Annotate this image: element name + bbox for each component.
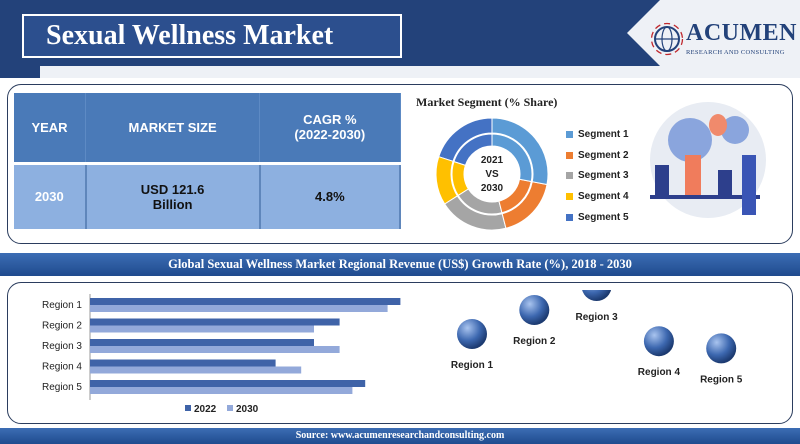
bubble-label: Region 2 xyxy=(513,336,556,347)
legend-label: 2030 xyxy=(236,404,259,415)
table-header-row: YEAR MARKET SIZE CAGR % (2022-2030) xyxy=(14,93,401,163)
legend-label: 2022 xyxy=(194,404,217,415)
donut-slice xyxy=(501,181,548,229)
segment-donut-chart: 2021 VS 2030 xyxy=(435,117,549,231)
legend-item: Segment 1 xyxy=(566,124,629,145)
region-bubble xyxy=(643,326,674,357)
regional-bar-chart: Region 1 Region 2 Region 3 Region 4 Region 5… xyxy=(42,294,401,415)
segment-legend: Segment 1 Segment 2 Segment 3 Segment 4 … xyxy=(566,124,629,228)
legend-label: Segment 5 xyxy=(578,212,629,224)
center-label-2: VS xyxy=(485,169,499,180)
region-bubble xyxy=(706,333,737,364)
bubble-label: Region 1 xyxy=(451,360,494,371)
legend-swatch xyxy=(227,405,233,411)
logo-name: ACUMEN xyxy=(686,20,797,46)
legend-item: Segment 4 xyxy=(566,186,629,207)
bar-2030 xyxy=(90,366,302,374)
header-market-size: MARKET SIZE xyxy=(85,93,261,163)
header-cagr: CAGR % (2022-2030) xyxy=(259,93,401,163)
legend-swatch xyxy=(566,172,573,180)
bubble-label: Region 3 xyxy=(575,312,618,323)
legend-item: Segment 2 xyxy=(566,145,629,166)
segment-chart-title: Market Segment (% Share) xyxy=(416,95,558,109)
bubble-label: Region 5 xyxy=(700,374,743,385)
cell-cagr: 4.8% xyxy=(259,161,402,229)
header-cagr-line1: CAGR % xyxy=(303,112,357,128)
donut-slice xyxy=(491,117,549,186)
center-label-1: 2021 xyxy=(481,155,504,166)
header-cagr-line2: (2022-2030) xyxy=(294,127,366,143)
bar-2030 xyxy=(90,346,340,353)
region-bubble xyxy=(519,295,550,325)
donut-slice xyxy=(444,195,507,231)
summary-table: YEAR MARKET SIZE CAGR % (2022-2030) 2030 … xyxy=(14,93,402,229)
legend-swatch xyxy=(566,214,573,222)
legend-label: Segment 4 xyxy=(578,191,629,203)
bar-2022 xyxy=(90,318,340,326)
source-footer: Source: www.acumenresearchandconsulting.… xyxy=(0,428,800,444)
legend-label: Segment 1 xyxy=(578,128,629,140)
bubble-label: Region 4 xyxy=(638,367,681,378)
center-label-3: 2030 xyxy=(481,183,504,194)
globe-icon xyxy=(650,22,684,56)
bar-2022 xyxy=(90,359,276,367)
legend-swatch xyxy=(566,130,573,138)
bar-category-label: Region 5 xyxy=(42,382,82,393)
region-bubble xyxy=(582,290,612,301)
header-year: YEAR xyxy=(14,93,87,163)
cell-year: 2030 xyxy=(14,161,87,229)
legend-item: Segment 3 xyxy=(566,166,629,187)
legend-swatch xyxy=(566,151,573,159)
region-bubble xyxy=(457,319,487,349)
bar-category-label: Region 1 xyxy=(42,300,82,311)
donut-slice xyxy=(457,188,503,215)
donut-slice xyxy=(435,156,459,205)
legend-label: Segment 3 xyxy=(578,170,629,182)
donut-slice xyxy=(451,161,470,197)
acumen-logo: ACUMEN RESEARCH AND CONSULTING xyxy=(650,18,797,62)
bar-category-label: Region 3 xyxy=(42,341,82,352)
bar-2022 xyxy=(90,339,314,346)
bar-2022 xyxy=(90,380,366,387)
bar-2030 xyxy=(90,387,353,394)
regional-title-band: Global Sexual Wellness Market Regional R… xyxy=(0,253,800,276)
legend-swatch xyxy=(566,193,573,201)
legend-item: Segment 5 xyxy=(566,207,629,228)
table-row: 2030 USD 121.6 Billion 4.8% xyxy=(14,161,402,229)
logo-subtitle: RESEARCH AND CONSULTING xyxy=(686,49,785,56)
bar-2030 xyxy=(90,305,388,312)
legend-swatch xyxy=(185,405,191,411)
team-illustration xyxy=(650,102,766,218)
size-line1: USD 121.6 xyxy=(140,181,205,197)
bar-2030 xyxy=(90,325,314,333)
size-line2: Billion xyxy=(152,196,193,212)
header: Sexual Wellness Market ACUMEN RESEARCH A… xyxy=(0,0,800,78)
regional-bubble-chart: Region 1 Region 2 Region 3 Region 4 Region 5 xyxy=(451,290,743,385)
donut-slice xyxy=(491,133,533,183)
bar-2022 xyxy=(90,298,401,305)
cell-market-size: USD 121.6 Billion xyxy=(85,161,261,229)
legend-label: Segment 2 xyxy=(578,149,629,161)
donut-slice xyxy=(498,178,532,214)
page-title: Sexual Wellness Market xyxy=(22,14,402,58)
bar-category-label: Region 2 xyxy=(42,321,82,332)
bar-category-label: Region 4 xyxy=(42,362,82,373)
